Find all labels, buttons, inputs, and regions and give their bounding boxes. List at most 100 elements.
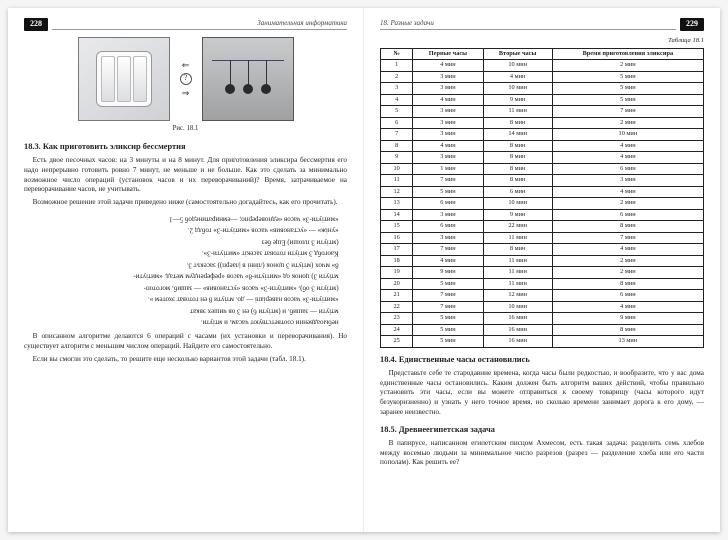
table-cell: 19 bbox=[381, 267, 413, 279]
table-cell: 7 мин bbox=[413, 301, 483, 313]
table-cell: 4 bbox=[381, 94, 413, 106]
header-left: 228 Занимательная информатика bbox=[24, 18, 347, 31]
table-row: 101 мин8 мин6 мин bbox=[381, 163, 704, 175]
table-cell: 5 мин bbox=[413, 278, 483, 290]
figure-caption: Рис. 18.1 bbox=[24, 124, 347, 133]
table-cell: 3 мин bbox=[552, 175, 703, 187]
table-cell: 22 bbox=[381, 301, 413, 313]
header-right: 18. Разные задачи 229 bbox=[380, 18, 704, 31]
table-cell: 5 мин bbox=[552, 71, 703, 83]
table-cell: 4 мин bbox=[413, 140, 483, 152]
table-cell: 11 мин bbox=[483, 232, 552, 244]
table-cell: 3 мин bbox=[413, 129, 483, 141]
table-row: 44 мин9 мин5 мин bbox=[381, 94, 704, 106]
upside-line: Каогобд 3 мтіути готоват засекіт «митіут… bbox=[24, 248, 347, 257]
upside-line: (мтіути 3 плоши) Еще без bbox=[24, 237, 347, 246]
table-cell: 2 мин bbox=[552, 117, 703, 129]
table-cell: 3 мин bbox=[413, 106, 483, 118]
table-cell: 6 мин bbox=[483, 186, 552, 198]
table-cell: 17 bbox=[381, 244, 413, 256]
table-cell: 8 мин bbox=[552, 221, 703, 233]
table-cell: 9 мин bbox=[483, 209, 552, 221]
table-cell: 6 мин bbox=[552, 209, 703, 221]
table-cell: 16 мин bbox=[483, 324, 552, 336]
table-row: 84 мин8 мин4 мин bbox=[381, 140, 704, 152]
table-row: 53 мин11 мин7 мин bbox=[381, 106, 704, 118]
table-cell: 15 bbox=[381, 221, 413, 233]
table-row: 205 мин11 мин8 мин bbox=[381, 278, 704, 290]
table-cell: 10 мин bbox=[552, 129, 703, 141]
table-cell: 25 bbox=[381, 336, 413, 348]
table-row: 235 мин16 мин9 мин bbox=[381, 313, 704, 325]
table-caption: Таблица 18.1 bbox=[380, 37, 704, 46]
table-cell: 9 bbox=[381, 152, 413, 164]
table-cell: 4 мин bbox=[552, 301, 703, 313]
table-cell: 4 мин bbox=[483, 71, 552, 83]
table-cell: 12 bbox=[381, 186, 413, 198]
page-number-229: 229 bbox=[680, 18, 704, 31]
table-cell: 24 bbox=[381, 324, 413, 336]
upside-line: небыоадвенни соответствуют часам, и мтіу… bbox=[24, 317, 347, 326]
table-cell: 9 мин bbox=[483, 94, 552, 106]
table-cell: 8 мин bbox=[483, 117, 552, 129]
table-row: 227 мин10 мин4 мин bbox=[381, 301, 704, 313]
table-cell: 6 мин bbox=[552, 290, 703, 302]
table-cell: 4 мин bbox=[413, 60, 483, 72]
para-solution-intro: Возможное решение этой задачи приведено … bbox=[24, 198, 347, 208]
table-cell: 11 мин bbox=[483, 255, 552, 267]
table-header: Вторые часы bbox=[483, 48, 552, 60]
table-cell: 18 bbox=[381, 255, 413, 267]
table-cell: 8 мин bbox=[483, 244, 552, 256]
table-cell: 4 мин bbox=[552, 140, 703, 152]
table-cell: 8 мин bbox=[483, 175, 552, 187]
table-cell: 4 мин bbox=[552, 186, 703, 198]
table-cell: 7 мин bbox=[552, 232, 703, 244]
table-row: 163 мин11 мин7 мин bbox=[381, 232, 704, 244]
book-spread: 228 Занимательная информатика ⇐?⇒ Рис. 1… bbox=[8, 8, 720, 532]
table-cell: 3 мин bbox=[413, 71, 483, 83]
running-title-right: 18. Разные задачи bbox=[380, 19, 676, 30]
table-cell: 8 мин bbox=[552, 278, 703, 290]
table-row: 125 мин6 мин4 мин bbox=[381, 186, 704, 198]
table-cell: 8 мин bbox=[483, 140, 552, 152]
table-cell: 10 мин bbox=[483, 83, 552, 95]
table-cell: 9 мин bbox=[413, 267, 483, 279]
table-cell: 5 мин bbox=[413, 186, 483, 198]
table-row: 14 мин10 мин2 мин bbox=[381, 60, 704, 72]
table-cell: 4 мин bbox=[413, 255, 483, 267]
table-cell: 5 мин bbox=[413, 336, 483, 348]
table-row: 245 мин16 мин8 мин bbox=[381, 324, 704, 336]
page-left: 228 Занимательная информатика ⇐?⇒ Рис. 1… bbox=[8, 8, 364, 532]
table-cell: 5 мин bbox=[413, 313, 483, 325]
table-cell: 10 bbox=[381, 163, 413, 175]
table-cell: 20 bbox=[381, 278, 413, 290]
section-18-5-title: 18.5. Древнеегипетская задача bbox=[380, 424, 704, 435]
para-followup-1: В описанном алгоритме делаются 6 операци… bbox=[24, 332, 347, 351]
table-cell: 2 мин bbox=[552, 198, 703, 210]
table-cell: 7 мин bbox=[552, 106, 703, 118]
table-row: 33 мин10 мин5 мин bbox=[381, 83, 704, 95]
table-cell: 16 bbox=[381, 232, 413, 244]
table-cell: 2 мин bbox=[552, 255, 703, 267]
table-cell: 3 мин bbox=[413, 232, 483, 244]
arrow-question: ⇐?⇒ bbox=[180, 59, 192, 99]
table-row: 136 мин10 мин2 мин bbox=[381, 198, 704, 210]
upside-line: «митіути-3» часов «едноверерпо; —емнират… bbox=[24, 214, 347, 223]
table-cell: 3 мин bbox=[413, 117, 483, 129]
table-cell: 2 bbox=[381, 71, 413, 83]
table-cell: 5 мин bbox=[552, 94, 703, 106]
table-row: 23 мин4 мин5 мин bbox=[381, 71, 704, 83]
table-cell: 1 мин bbox=[413, 163, 483, 175]
table-cell: 21 bbox=[381, 290, 413, 302]
table-cell: 6 мин bbox=[552, 163, 703, 175]
table-cell: 12 мин bbox=[483, 290, 552, 302]
table-row: 184 мин11 мин2 мин bbox=[381, 255, 704, 267]
table-cell: 8 bbox=[381, 140, 413, 152]
table-cell: 5 мин bbox=[413, 324, 483, 336]
section-18-5-para: В папирусе, написанном египетским писцом… bbox=[380, 439, 704, 468]
table-cell: 11 мин bbox=[483, 278, 552, 290]
table-cell: 8 мин bbox=[483, 152, 552, 164]
table-cell: 4 мин bbox=[413, 94, 483, 106]
table-cell: 5 мин bbox=[552, 83, 703, 95]
upside-line: 8» мчох (мтіути 3 цонок (лінні в |лаерп)… bbox=[24, 260, 347, 269]
